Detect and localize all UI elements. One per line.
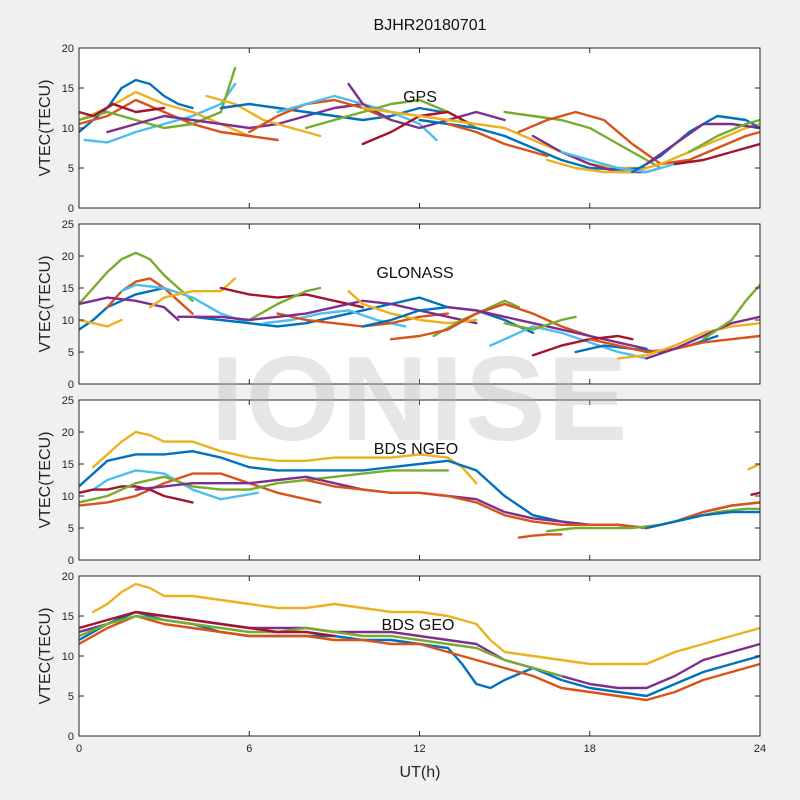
- plot-area: [79, 400, 760, 560]
- series-line-16: [432, 299, 520, 338]
- series-group: [79, 251, 760, 360]
- series-line-13: [347, 82, 506, 130]
- series-line-5: [79, 296, 180, 322]
- series-line-2: [83, 82, 237, 144]
- panel-bds-ngeo: 0 5 10 15 20 25 BDS NGEO VTEC(TECU): [37, 395, 761, 567]
- y-tick-label: 20: [62, 427, 74, 439]
- y-tick-label: 10: [62, 315, 74, 327]
- y-tick-label: 10: [62, 123, 74, 135]
- series-line-9: [191, 296, 450, 328]
- series-group: [79, 430, 760, 539]
- series-line-15: [361, 106, 648, 170]
- y-tick-label: 25: [62, 219, 74, 231]
- series-group: [79, 582, 760, 702]
- y-tick-label: 20: [62, 43, 74, 55]
- y-tick-label: 5: [68, 163, 74, 175]
- series-line-25: [673, 142, 760, 166]
- series-line-14: [347, 290, 478, 325]
- series-line-26: [687, 118, 760, 154]
- y-tick-label: 5: [68, 347, 74, 359]
- series-line-13: [177, 299, 478, 325]
- series-line-10: [248, 286, 322, 322]
- series-line-6: [79, 610, 336, 638]
- y-tick-label: 15: [62, 83, 74, 95]
- x-tick-label: 6: [246, 743, 252, 755]
- series-line-1: [79, 78, 194, 134]
- series-line-1: [91, 582, 760, 666]
- series-line-5: [79, 485, 194, 504]
- series-line-22: [560, 150, 677, 174]
- series-line-12: [747, 462, 760, 471]
- series-line-19: [489, 325, 648, 360]
- watermark: IONISE: [211, 332, 630, 466]
- series-line-7: [148, 277, 237, 309]
- y-tick-label: 15: [62, 459, 74, 471]
- series-line-6: [79, 102, 166, 118]
- series-line-9: [219, 102, 444, 122]
- x-tick-label: 12: [413, 743, 425, 755]
- series-line-6: [120, 283, 251, 325]
- series-line-5: [79, 66, 237, 130]
- series-line-26: [702, 283, 760, 341]
- y-tick-label: 0: [68, 731, 74, 743]
- series-line-6: [79, 469, 450, 504]
- series-line-24: [616, 322, 760, 360]
- series-line-17: [389, 302, 591, 341]
- y-tick-label: 10: [62, 651, 74, 663]
- plot-area: [79, 576, 760, 736]
- series-line-3: [91, 469, 259, 501]
- series-line-11: [645, 510, 760, 530]
- y-tick-label: 5: [68, 523, 74, 535]
- series-line-1: [91, 430, 478, 485]
- series-line-8: [219, 286, 364, 309]
- series-line-20: [503, 315, 577, 331]
- series-line-9: [517, 533, 563, 539]
- series-line-4: [79, 472, 322, 507]
- panel-label: GPS: [403, 89, 437, 106]
- panel-label: GLONASS: [376, 265, 453, 282]
- series-line-7: [106, 102, 364, 134]
- y-tick-label: 0: [68, 203, 74, 215]
- series-line-1: [79, 251, 194, 306]
- panel-label: BDS NGEO: [374, 441, 458, 458]
- series-line-3: [79, 610, 760, 698]
- y-axis-label: VTEC(TECU): [37, 256, 54, 353]
- series-line-8: [205, 94, 322, 138]
- y-tick-label: 0: [68, 555, 74, 567]
- figure-title: BJHR20180701: [374, 17, 487, 34]
- y-tick-label: 20: [62, 571, 74, 583]
- panel-glonass: 0 5 10 15 20 25 GLONASS VTEC(TECU): [37, 219, 761, 391]
- y-tick-label: 5: [68, 691, 74, 703]
- series-line-21: [546, 122, 760, 174]
- y-axis-label: VTEC(TECU): [37, 80, 54, 177]
- panel-bds-geo: 0 5 10 15 20 0 6 12 18 24 BDS GEO VTEC(TECU): [37, 571, 766, 755]
- y-tick-label: 0: [68, 379, 74, 391]
- series-line-25: [645, 315, 760, 360]
- x-tick-label: 18: [584, 743, 596, 755]
- y-tick-label: 10: [62, 491, 74, 503]
- y-tick-label: 15: [62, 611, 74, 623]
- panel-label: BDS GEO: [382, 617, 455, 634]
- series-line-17: [446, 122, 549, 158]
- series-line-4: [79, 614, 760, 702]
- series-line-5: [79, 614, 563, 678]
- x-tick-label: 0: [76, 743, 82, 755]
- series-line-13: [750, 491, 760, 496]
- x-axis-label: UT(h): [400, 764, 441, 781]
- series-line-18: [503, 110, 662, 170]
- y-tick-label: 20: [62, 251, 74, 263]
- x-tick-label: 24: [754, 743, 766, 755]
- y-tick-label: 25: [62, 395, 74, 407]
- y-axis-label: VTEC(TECU): [37, 432, 54, 529]
- panel-gps: 0 5 10 15 20 GPS VTEC(TECU): [37, 43, 761, 215]
- series-line-3: [79, 318, 123, 328]
- y-tick-label: 15: [62, 283, 74, 295]
- y-axis-label: VTEC(TECU): [37, 608, 54, 705]
- series-line-18: [446, 306, 648, 350]
- series-group: [79, 66, 760, 174]
- series-line-19: [517, 110, 760, 166]
